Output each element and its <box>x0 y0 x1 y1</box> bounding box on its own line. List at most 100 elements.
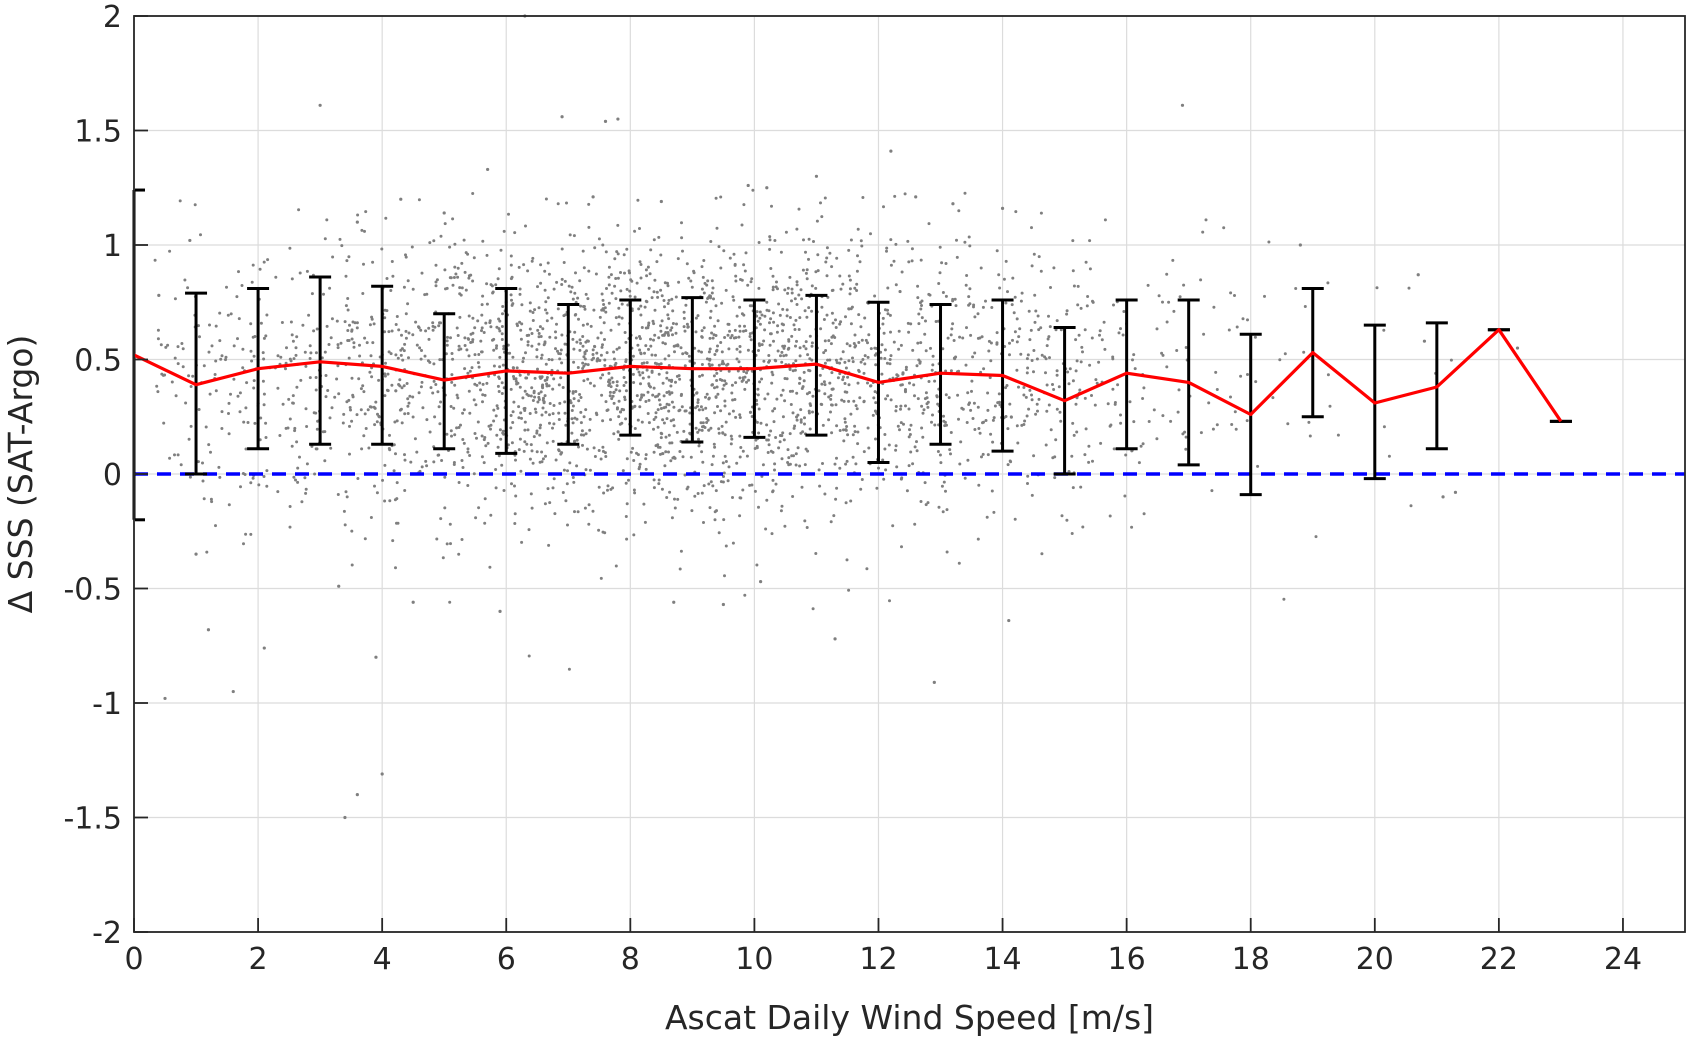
scatter-point <box>218 475 222 479</box>
scatter-point <box>641 371 645 375</box>
scatter-point <box>738 305 742 309</box>
scatter-point <box>514 458 517 462</box>
scatter-point <box>358 354 362 358</box>
scatter-point <box>639 263 643 266</box>
scatter-point <box>677 374 681 378</box>
scatter-point <box>278 434 282 437</box>
scatter-point <box>764 527 768 531</box>
scatter-point <box>746 283 750 287</box>
scatter-point <box>823 339 827 343</box>
scatter-point <box>881 322 885 326</box>
scatter-point <box>395 315 399 318</box>
scatter-point <box>533 407 537 411</box>
scatter-point <box>413 437 417 441</box>
scatter-point <box>731 541 735 545</box>
scatter-point <box>266 258 270 262</box>
scatter-point <box>862 371 866 375</box>
scatter-point <box>845 425 849 428</box>
scatter-point <box>290 333 294 337</box>
scatter-point <box>995 249 999 253</box>
scatter-point <box>543 502 547 506</box>
scatter-point <box>521 396 525 400</box>
scatter-point <box>748 483 752 487</box>
scatter-point <box>632 533 636 537</box>
scatter-point <box>629 450 633 454</box>
scatter-point <box>638 373 642 377</box>
scatter-point <box>793 424 797 428</box>
scatter-point <box>863 362 867 366</box>
scatter-point <box>1059 328 1063 332</box>
scatter-point <box>232 377 236 381</box>
scatter-point <box>509 293 513 297</box>
scatter-point <box>385 277 389 280</box>
scatter-point <box>463 336 467 340</box>
scatter-point <box>699 421 703 425</box>
scatter-point <box>601 419 605 423</box>
scatter-point <box>644 453 648 457</box>
scatter-point <box>242 420 246 424</box>
scatter-point <box>325 218 329 222</box>
scatter-point <box>586 339 590 343</box>
scatter-point <box>856 254 859 258</box>
scatter-point <box>556 307 560 311</box>
scatter-point <box>798 354 802 358</box>
scatter-point <box>732 298 736 302</box>
scatter-point <box>550 316 554 320</box>
scatter-point <box>399 407 403 411</box>
scatter-point <box>900 383 904 387</box>
scatter-point <box>197 408 201 411</box>
scatter-point <box>599 457 603 461</box>
scatter-point <box>400 421 404 425</box>
x-axis-ticks: 0 2 4 6 8 10 12 14 16 18 20 22 24 <box>124 918 1642 977</box>
scatter-point <box>308 357 312 360</box>
scatter-point <box>1046 337 1050 341</box>
scatter-point <box>471 192 475 195</box>
scatter-point <box>944 294 948 298</box>
scatter-point <box>927 380 931 383</box>
scatter-point <box>649 344 653 348</box>
scatter-point <box>581 361 585 365</box>
scatter-point <box>381 478 384 482</box>
scatter-point <box>869 232 872 236</box>
scatter-point <box>907 435 911 439</box>
scatter-point <box>360 228 364 232</box>
scatter-point <box>1055 319 1059 323</box>
scatter-point <box>457 426 461 429</box>
scatter-point <box>509 277 513 281</box>
scatter-point <box>920 304 923 307</box>
scatter-point <box>559 376 563 380</box>
scatter-point <box>573 291 577 295</box>
scatter-point <box>452 406 456 410</box>
scatter-point <box>476 420 480 424</box>
scatter-point <box>667 333 670 337</box>
scatter-point <box>206 628 211 632</box>
scatter-point <box>1130 525 1134 529</box>
scatter-point <box>554 458 558 462</box>
scatter-point <box>523 389 527 393</box>
scatter-point <box>423 354 427 358</box>
scatter-point <box>1022 393 1026 397</box>
scatter-point <box>681 455 685 459</box>
scatter-point <box>252 386 256 390</box>
scatter-point <box>437 405 441 409</box>
scatter-point <box>851 455 855 459</box>
scatter-point <box>916 341 920 345</box>
scatter-point <box>823 392 827 396</box>
scatter-point <box>508 351 512 355</box>
scatter-point <box>324 395 328 399</box>
scatter-point <box>582 305 585 308</box>
scatter-point <box>599 376 603 380</box>
scatter-point <box>236 337 239 341</box>
scatter-point <box>851 356 854 360</box>
x-tick-label: 2 <box>249 942 268 977</box>
scatter-point <box>350 376 354 380</box>
scatter-point <box>336 343 340 347</box>
scatter-point <box>1215 423 1219 427</box>
scatter-point <box>188 238 192 243</box>
scatter-point <box>298 455 301 459</box>
scatter-point <box>931 354 935 358</box>
scatter-point <box>712 374 716 378</box>
scatter-point <box>440 459 444 462</box>
scatter-point <box>500 338 504 341</box>
scatter-point <box>714 395 718 399</box>
